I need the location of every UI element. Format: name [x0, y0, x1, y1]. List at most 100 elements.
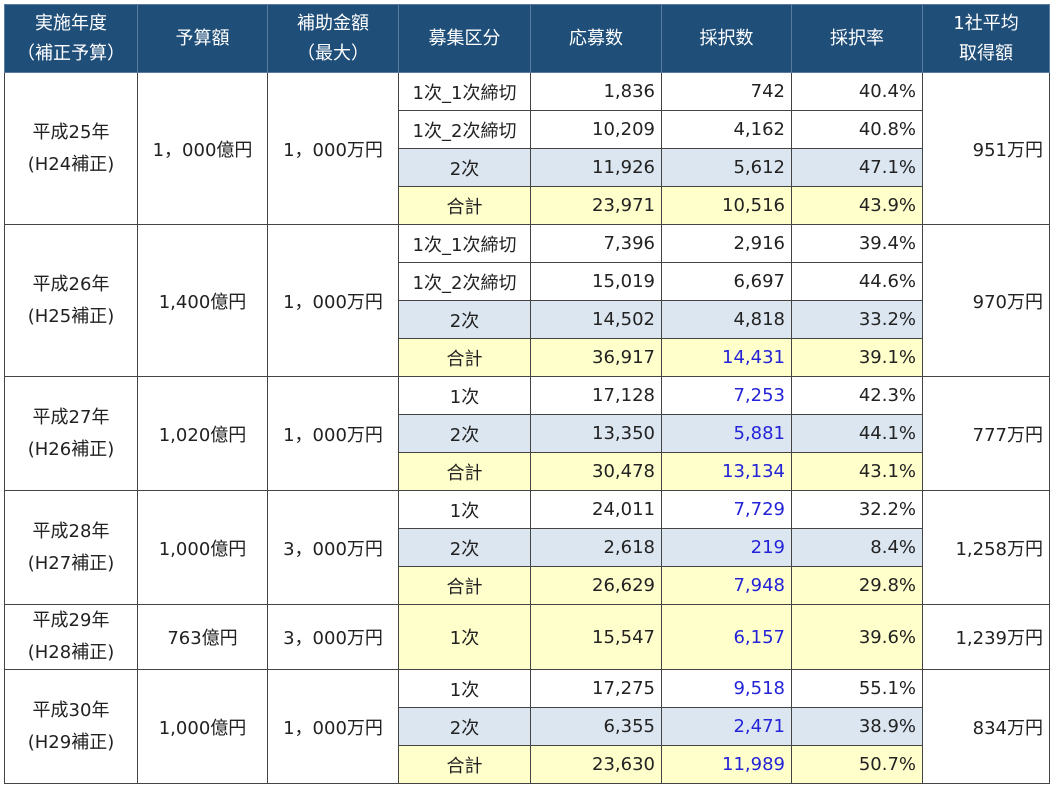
max-subsidy-cell: 3，000万円 [267, 604, 399, 670]
adoptions-cell: 5,881 [661, 414, 792, 453]
fiscal-year-cell: 平成28年 (H27補正) [4, 490, 138, 605]
applications-cell: 13,350 [530, 414, 662, 453]
applications-cell: 6,355 [530, 707, 662, 746]
adoptions-cell: 6,697 [661, 262, 792, 301]
adoptions-cell: 7,729 [661, 490, 792, 529]
applications-cell: 23,971 [530, 186, 662, 225]
adoptions-cell: 11,989 [661, 745, 792, 784]
applications-cell: 15,547 [530, 604, 662, 670]
max-subsidy-cell: 1，000万円 [267, 376, 399, 491]
table-row: 1次_2次締切 15,019 6,697 44.6% [5, 262, 1050, 301]
adoption-rate-cell: 39.1% [791, 338, 923, 377]
category-cell: 合計 [398, 338, 531, 377]
category-cell: 合計 [398, 745, 531, 784]
max-subsidy-cell: 1，000万円 [267, 224, 399, 377]
header-budget: 予算額 [137, 4, 268, 73]
adoption-rate-cell: 29.8% [791, 566, 923, 605]
table-row: 2次 6,355 2,471 38.9% [5, 707, 1050, 746]
category-cell: 2次 [398, 414, 531, 453]
applications-cell: 36,917 [530, 338, 662, 377]
category-cell: 2次 [398, 707, 531, 746]
budget-cell: 1,000億円 [137, 669, 268, 784]
applications-cell: 1,836 [530, 72, 662, 111]
table-row: 平成28年 (H27補正) 1,000億円 3，000万円 1次 24,011 7,729… [4, 490, 1050, 605]
applications-cell: 30,478 [530, 452, 662, 491]
adoption-rate-cell: 38.9% [791, 707, 923, 746]
table-row: 1次_2次締切 10,209 4,162 40.8% [5, 110, 1050, 149]
adoptions-cell: 2,916 [661, 224, 792, 263]
average-amount-cell: 951万円 [922, 72, 1050, 225]
applications-cell: 7,396 [530, 224, 662, 263]
applications-cell: 17,128 [530, 376, 662, 415]
applications-cell: 23,630 [530, 745, 662, 784]
table-row: 合計 23,971 10,516 43.9% [5, 186, 1050, 225]
category-cell: 1次_2次締切 [398, 110, 531, 149]
adoption-rate-cell: 43.1% [791, 452, 923, 491]
adoptions-cell: 7,948 [661, 566, 792, 605]
category-cell: 1次 [398, 669, 531, 708]
applications-cell: 26,629 [530, 566, 662, 605]
adoption-rate-cell: 33.2% [791, 300, 923, 339]
table-row: 2次 14,502 4,818 33.2% [5, 300, 1050, 339]
category-cell: 1次 [398, 376, 531, 415]
budget-cell: 1,020億円 [137, 376, 268, 491]
applications-cell: 11,926 [530, 148, 662, 187]
adoptions-cell: 5,612 [661, 148, 792, 187]
header-adoption-rate: 採択率 [791, 4, 923, 73]
adoption-rate-cell: 44.6% [791, 262, 923, 301]
adoption-rate-cell: 32.2% [791, 490, 923, 529]
adoption-rate-cell: 44.1% [791, 414, 923, 453]
applications-cell: 14,502 [530, 300, 662, 339]
header-category: 募集区分 [398, 4, 531, 73]
table-row: 平成29年 (H28補正) 763億円 3，000万円 1次 15,547 6,157 39… [4, 604, 1050, 670]
adoptions-cell: 9,518 [661, 669, 792, 708]
fiscal-year-cell: 平成30年 (H29補正) [4, 669, 138, 784]
category-cell: 1次_2次締切 [398, 262, 531, 301]
adoption-rate-cell: 42.3% [791, 376, 923, 415]
header-adoptions: 採択数 [661, 4, 792, 73]
max-subsidy-cell: 1，000万円 [267, 72, 399, 225]
header-year: 実施年度 （補正予算） [4, 4, 138, 73]
applications-cell: 15,019 [530, 262, 662, 301]
adoption-rate-cell: 40.8% [791, 110, 923, 149]
applications-cell: 17,275 [530, 669, 662, 708]
header-max-subsidy: 補助金額 （最大） [267, 4, 399, 73]
adoption-results-table: 実施年度 （補正予算） 予算額 補助金額 （最大） 募集区分 応募数 採択数 採… [4, 4, 1050, 784]
table-row: 平成25年 (H24補正) 1，000億円 1，000万円 1次_1次締切 1,836 7… [4, 72, 1050, 225]
fiscal-year-cell: 平成26年 (H25補正) [4, 224, 138, 377]
budget-cell: 763億円 [137, 604, 268, 670]
category-cell: 1次 [398, 490, 531, 529]
category-cell: 1次_1次締切 [398, 224, 531, 263]
adoptions-cell: 7,253 [661, 376, 792, 415]
table-row: 2次 11,926 5,612 47.1% [5, 148, 1050, 187]
adoption-rate-cell: 43.9% [791, 186, 923, 225]
category-cell: 1次_1次締切 [398, 72, 531, 111]
fiscal-year-cell: 平成25年 (H24補正) [4, 72, 138, 225]
average-amount-cell: 1,258万円 [922, 490, 1050, 605]
adoption-rate-cell: 8.4% [791, 528, 923, 567]
fiscal-year-cell: 平成27年 (H26補正) [4, 376, 138, 491]
adoptions-cell: 4,818 [661, 300, 792, 339]
category-cell: 合計 [398, 186, 531, 225]
table-row: 合計 26,629 7,948 29.8% [5, 566, 1050, 605]
adoptions-cell: 10,516 [661, 186, 792, 225]
category-cell: 1次 [398, 604, 531, 670]
adoption-rate-cell: 40.4% [791, 72, 923, 111]
category-cell: 合計 [398, 452, 531, 491]
applications-cell: 10,209 [530, 110, 662, 149]
adoption-rate-cell: 39.6% [791, 604, 923, 670]
average-amount-cell: 834万円 [922, 669, 1050, 784]
table-row: 平成26年 (H25補正) 1,400億円 1，000万円 1次_1次締切 7,396 2… [4, 224, 1050, 377]
adoption-rate-cell: 55.1% [791, 669, 923, 708]
adoptions-cell: 14,431 [661, 338, 792, 377]
category-cell: 合計 [398, 566, 531, 605]
table-row: 平成27年 (H26補正) 1,020億円 1，000万円 1次 17,128 7,253… [4, 376, 1050, 491]
applications-cell: 24,011 [530, 490, 662, 529]
adoptions-cell: 2,471 [661, 707, 792, 746]
category-cell: 2次 [398, 300, 531, 339]
category-cell: 2次 [398, 528, 531, 567]
applications-cell: 2,618 [530, 528, 662, 567]
adoptions-cell: 13,134 [661, 452, 792, 491]
table-row: 合計 30,478 13,134 43.1% [5, 452, 1050, 491]
average-amount-cell: 970万円 [922, 224, 1050, 377]
